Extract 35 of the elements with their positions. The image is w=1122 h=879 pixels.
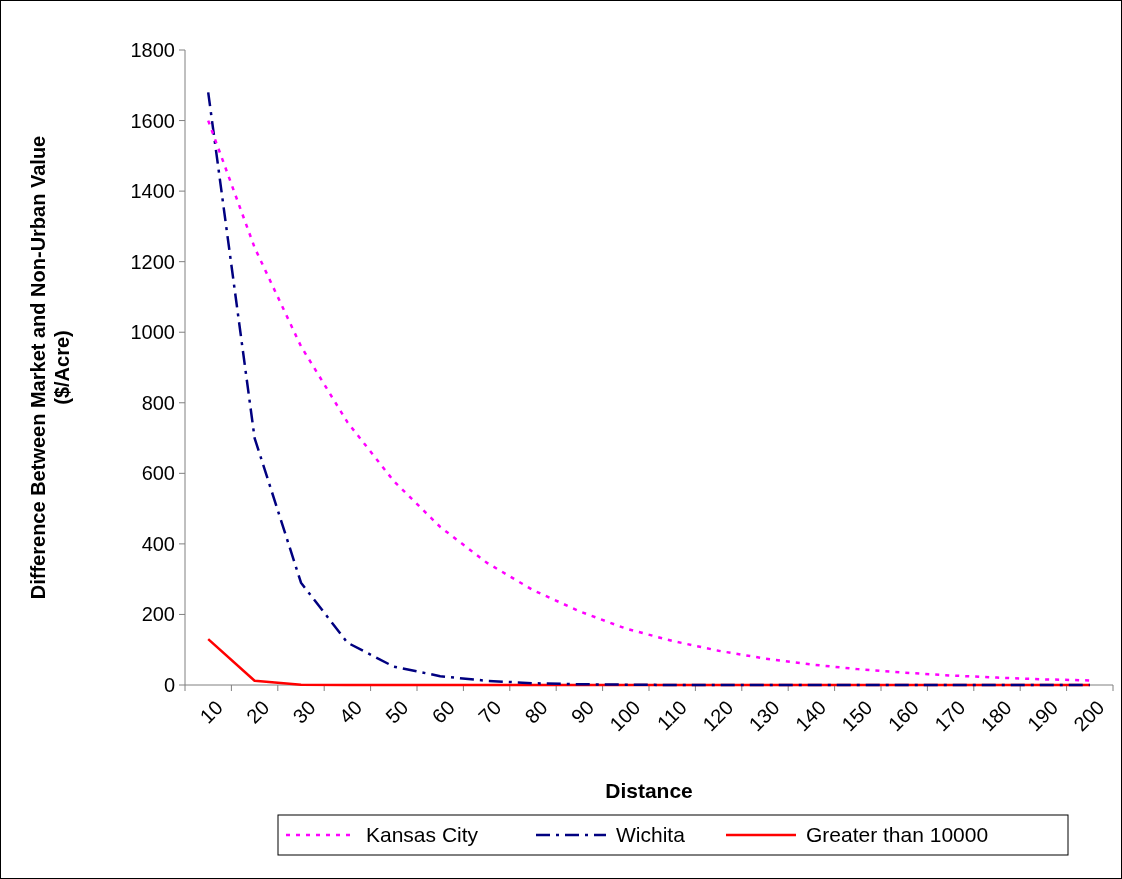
legend-label: Greater than 10000 [806, 823, 989, 847]
y-axis-title: Difference Between Market and Non-Urban Value ($/Acre) [27, 135, 73, 600]
x-tick-label: 70 [474, 696, 506, 728]
x-tick-label: 190 [1022, 696, 1063, 736]
y-tick-label: 1000 [130, 321, 175, 344]
y-tick-label: 0 [163, 674, 175, 696]
x-tick-label: 10 [195, 696, 227, 728]
x-tick-label: 40 [334, 696, 367, 728]
x-tick-label: 140 [790, 696, 831, 736]
y-tick-label: 200 [141, 603, 175, 626]
x-tick-label: 150 [837, 696, 877, 736]
x-tick-label: 100 [605, 696, 645, 736]
x-tick-label: 170 [930, 696, 970, 736]
x-tick-label: 50 [381, 696, 413, 728]
x-axis-title: Distance [605, 779, 693, 802]
x-tick-label: 120 [698, 696, 738, 736]
y-tick-label: 400 [141, 532, 175, 555]
x-tick-label: 160 [883, 696, 923, 736]
x-tick-label: 110 [652, 696, 691, 735]
y-tick-label: 1800 [130, 39, 175, 61]
x-tick-label: 20 [242, 696, 274, 728]
y-tick-label: 1200 [130, 250, 175, 273]
y-tick-label: 600 [141, 462, 175, 485]
legend-label: Wichita [616, 823, 686, 847]
x-tick-label: 30 [288, 696, 320, 728]
legend-label: Kansas City [366, 823, 479, 847]
x-tick-label: 130 [744, 696, 784, 736]
x-tick-label: 200 [1069, 696, 1109, 736]
y-tick-label: 1600 [130, 109, 175, 132]
x-tick-label: 90 [566, 696, 599, 728]
x-tick-label: 80 [520, 696, 552, 728]
y-tick-label: 1400 [130, 180, 175, 203]
x-tick-label: 60 [427, 696, 459, 728]
y-tick-label: 800 [141, 391, 175, 414]
x-tick-label: 180 [976, 696, 1016, 736]
